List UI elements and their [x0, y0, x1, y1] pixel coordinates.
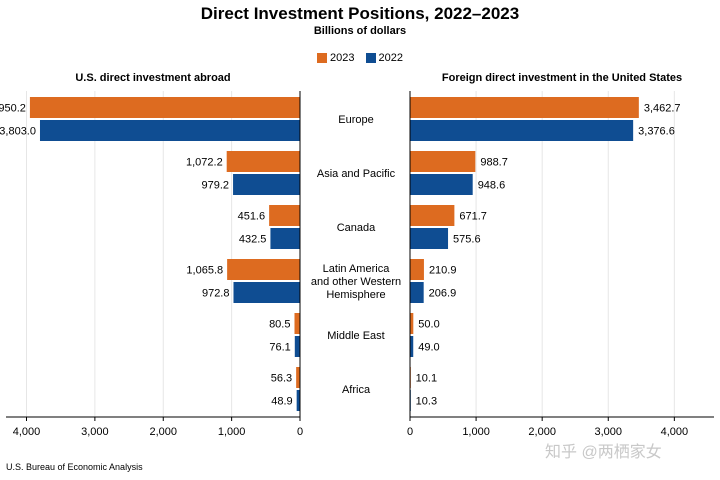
right-bar-2022 — [410, 228, 449, 249]
right-data-label: 3,462.7 — [644, 103, 681, 115]
left-data-label: 972.8 — [202, 288, 230, 300]
right-data-label: 575.6 — [453, 234, 481, 246]
left-bar-2022 — [233, 174, 300, 195]
left-data-label: 979.2 — [202, 180, 230, 192]
left-data-label: 80.5 — [269, 319, 290, 331]
left-data-label: 1,065.8 — [186, 265, 223, 277]
left-data-label: 451.6 — [238, 211, 266, 223]
left-bar-2023 — [226, 151, 300, 172]
left-bar-2022 — [296, 390, 300, 411]
left-bar-2023 — [29, 97, 300, 118]
left-tick-label: 1,000 — [218, 426, 246, 438]
left-tick-label: 4,000 — [13, 426, 41, 438]
left-data-label: 56.3 — [271, 373, 292, 385]
right-bar-2022 — [410, 174, 473, 195]
right-bar-2023 — [410, 151, 476, 172]
right-bar-2023 — [410, 97, 639, 118]
chart-subtitle: Billions of dollars — [313, 25, 407, 37]
left-data-label: 3,950.2 — [0, 103, 26, 115]
right-tick-label: 2,000 — [528, 426, 556, 438]
right-data-label: 948.6 — [478, 180, 506, 192]
source-note: U.S. Bureau of Economic Analysis — [6, 462, 143, 472]
left-bar-2022 — [294, 336, 300, 357]
right-data-label: 671.7 — [459, 211, 487, 223]
left-bar-2022 — [270, 228, 300, 249]
category-label: Europe — [338, 114, 373, 126]
legend-item-2022: 2022 — [365, 52, 404, 64]
left-tick-label: 0 — [297, 426, 303, 438]
right-bar-2023 — [410, 313, 414, 334]
right-data-label: 49.0 — [418, 342, 439, 354]
category-label: Hemisphere — [326, 289, 385, 301]
category-label: Asia and Pacific — [317, 168, 396, 180]
left-bar-2023 — [294, 313, 300, 334]
right-data-label: 50.0 — [418, 319, 439, 331]
left-data-label: 48.9 — [271, 396, 292, 408]
legend-label-2023: 2023 — [329, 52, 355, 64]
left-panel-title: U.S. direct investment abroad — [75, 72, 231, 84]
left-bar-2022 — [39, 120, 301, 141]
right-panel: 0 1,000 2,000 3,000 4,000 3,462.7 988.7 671.7 21… — [407, 91, 714, 438]
right-data-label: 988.7 — [480, 157, 508, 169]
legend-item-2023: 2023 — [316, 52, 355, 64]
category-labels: Europe Asia and Pacific Canada Latin Americ… — [311, 114, 401, 396]
right-bar-2022 — [410, 336, 414, 357]
right-panel-title: Foreign direct investment in the United … — [441, 72, 683, 84]
right-bar-2023 — [410, 205, 455, 226]
right-data-label: 10.3 — [416, 396, 437, 408]
left-data-label: 432.5 — [239, 234, 267, 246]
watermark: 知乎 @两栖家女 — [545, 444, 662, 461]
legend-label-2022: 2022 — [378, 52, 404, 64]
right-data-label: 3,376.6 — [638, 126, 675, 138]
right-tick-label: 0 — [407, 426, 413, 438]
left-panel: 0 1,000 2,000 3,000 4,000 3,950.2 1,072.2 451.6… — [0, 91, 303, 438]
left-bar-2022 — [233, 282, 300, 303]
left-tick-label: 2,000 — [149, 426, 177, 438]
left-data-label: 76.1 — [269, 342, 290, 354]
left-bar-2023 — [227, 259, 300, 280]
right-bar-2022 — [410, 120, 634, 141]
left-tick-label: 3,000 — [81, 426, 109, 438]
right-tick-label: 4,000 — [661, 426, 689, 438]
legend-swatch-2023 — [316, 53, 327, 63]
right-tick-label: 1,000 — [462, 426, 490, 438]
left-bar-2023 — [269, 205, 300, 226]
chart-title: Direct Investment Positions, 2022–2023 — [200, 4, 520, 23]
right-bar-2023 — [410, 259, 424, 280]
legend-swatch-2022 — [365, 53, 376, 63]
right-data-label: 210.9 — [429, 265, 457, 277]
right-data-label: 10.1 — [416, 373, 437, 385]
category-label: and other Western — [311, 276, 401, 288]
category-label: Latin America — [323, 263, 391, 275]
category-label: Africa — [342, 384, 371, 396]
legend: 2023 2022 — [0, 52, 720, 66]
left-data-label: 1,072.2 — [186, 157, 223, 169]
left-bar-2023 — [296, 367, 300, 388]
right-tick-label: 3,000 — [594, 426, 622, 438]
right-data-label: 206.9 — [429, 288, 457, 300]
category-label: Canada — [337, 222, 376, 234]
right-bar-2022 — [410, 282, 424, 303]
category-label: Middle East — [327, 330, 384, 342]
left-data-label: 3,803.0 — [0, 126, 36, 138]
